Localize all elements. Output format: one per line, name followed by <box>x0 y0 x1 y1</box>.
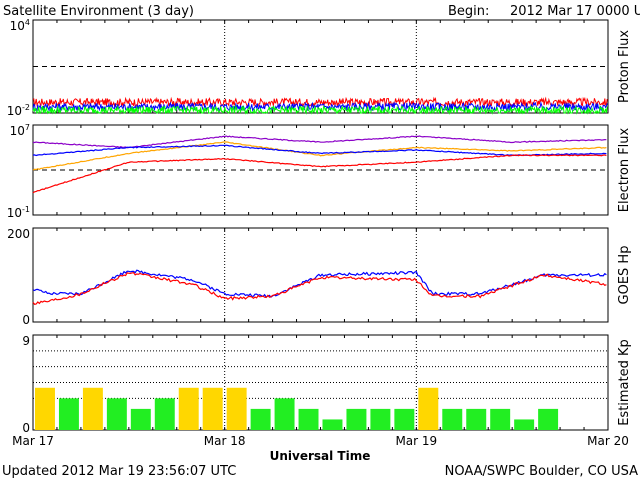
kp-bar-5 <box>154 398 175 430</box>
kp-bar-8 <box>226 387 247 430</box>
credit-text: NOAA/SWPC Boulder, CO USA <box>445 464 638 479</box>
y-tick-top-electron: 107 <box>10 123 30 138</box>
y-tick-top-goes_hp: 200 <box>7 227 30 241</box>
kp-bar-7 <box>202 387 223 430</box>
updated-text: Updated 2012 Mar 19 23:56:07 UTC <box>2 464 236 479</box>
x-tick-label-1: Mar 18 <box>204 434 246 448</box>
kp-bar-18 <box>466 408 487 430</box>
x-axis-label: Universal Time <box>270 449 371 463</box>
x-tick-label-2: Mar 19 <box>395 434 437 448</box>
electron-series-orange <box>32 141 607 171</box>
kp-bar-10 <box>274 398 295 430</box>
y-axis-label-proton: Proton Flux <box>617 30 632 103</box>
kp-bar-3 <box>106 398 127 430</box>
kp-bar-12 <box>322 419 343 430</box>
begin-label: Begin: <box>448 4 489 19</box>
chart-title: Satellite Environment (3 day) <box>3 4 194 19</box>
y-axis-label-kp: Estimated Kp <box>617 339 632 426</box>
y-tick-bottom-kp: 0 <box>22 421 30 435</box>
kp-bar-4 <box>130 408 151 430</box>
y-axis-label-electron: Electron Flux <box>617 127 632 212</box>
y-tick-bottom-proton: 10-2 <box>7 103 30 118</box>
kp-bar-15 <box>394 408 415 430</box>
kp-bar-20 <box>514 419 535 430</box>
kp-bar-6 <box>178 387 199 430</box>
kp-bar-16 <box>418 387 439 430</box>
y-tick-bottom-electron: 10-1 <box>7 205 30 220</box>
y-tick-bottom-goes_hp: 0 <box>22 313 30 327</box>
kp-bar-21 <box>538 408 559 430</box>
proton-series-green <box>32 104 608 115</box>
electron-series-purple <box>32 135 607 149</box>
kp-bar-0 <box>35 387 55 430</box>
hp-series-blue <box>32 269 607 298</box>
x-tick-label-0: Mar 17 <box>12 434 54 448</box>
y-axis-label-goes_hp: GOES Hp <box>617 246 632 305</box>
kp-bar-17 <box>442 408 463 430</box>
x-tick-label-3: Mar 20 <box>587 434 629 448</box>
begin-value: 2012 Mar 17 0000 UTC <box>510 4 640 19</box>
electron-series-red <box>32 154 607 194</box>
hp-series-red <box>32 271 607 305</box>
kp-bar-19 <box>490 408 511 430</box>
y-tick-top-kp: 9 <box>22 334 30 348</box>
panels-group: Proton Flux 104 10-2 Electron Flux 107 10-1 GO… <box>7 18 632 448</box>
kp-bar-9 <box>250 408 271 430</box>
kp-bar-2 <box>82 387 103 430</box>
y-tick-top-proton: 104 <box>10 18 30 33</box>
kp-bar-14 <box>370 408 391 430</box>
kp-bar-1 <box>58 398 79 430</box>
electron-series-blue <box>32 144 607 157</box>
kp-bar-11 <box>298 408 319 430</box>
kp-bar-13 <box>346 408 367 430</box>
